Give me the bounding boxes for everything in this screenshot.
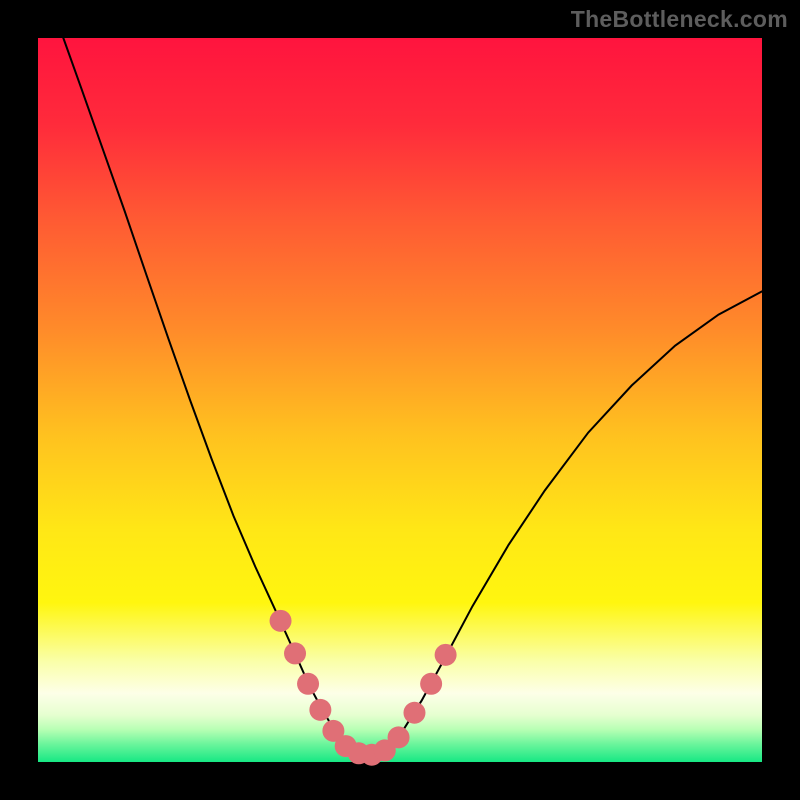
watermark-text: TheBottleneck.com	[571, 6, 788, 33]
data-marker	[435, 644, 457, 666]
data-marker	[270, 610, 292, 632]
plot-background	[38, 38, 762, 762]
data-marker	[284, 642, 306, 664]
data-marker	[388, 726, 410, 748]
bottleneck-curve-chart	[0, 0, 800, 800]
data-marker	[420, 673, 442, 695]
data-marker	[309, 699, 331, 721]
data-marker	[403, 702, 425, 724]
data-marker	[297, 673, 319, 695]
chart-stage: TheBottleneck.com	[0, 0, 800, 800]
